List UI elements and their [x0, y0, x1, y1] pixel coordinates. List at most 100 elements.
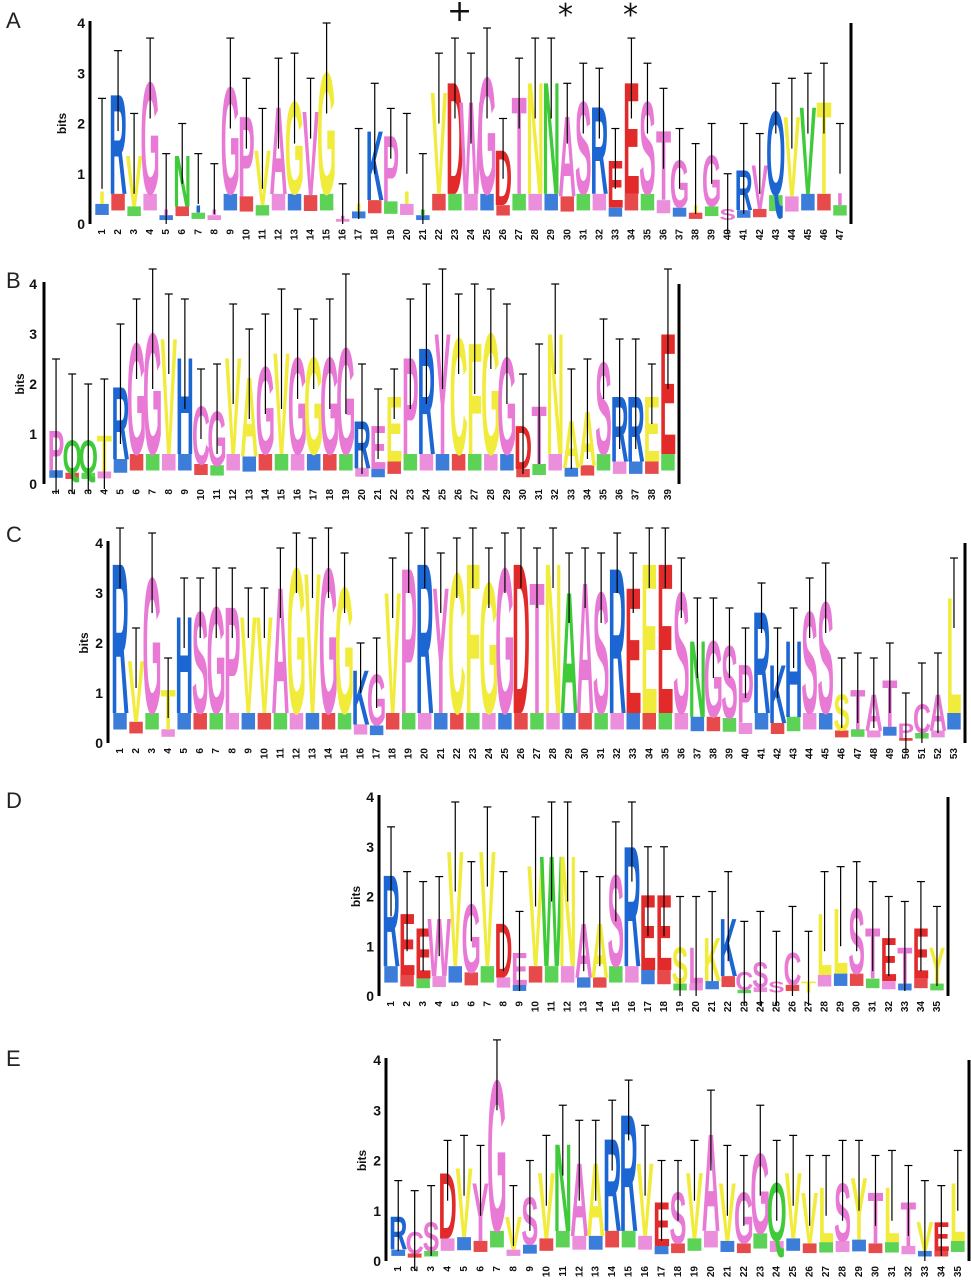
- position-label: 39: [707, 229, 718, 241]
- logo-minor-letter: [539, 1238, 554, 1251]
- position-label: 28: [548, 748, 559, 760]
- logo-letter: T: [512, 69, 527, 225]
- position-label: 12: [563, 1001, 574, 1013]
- logo-letter: D: [494, 135, 512, 223]
- position-label: 15: [276, 489, 287, 501]
- logo-minor-letter: [786, 716, 801, 732]
- logo-minor-letter: [290, 454, 305, 471]
- logo-minor-letter: [369, 725, 384, 736]
- position-label: 22: [452, 748, 463, 760]
- y-tick-label: 2: [29, 376, 37, 392]
- position-label: 11: [558, 1266, 569, 1277]
- position-label: 30: [562, 229, 573, 241]
- position-label: 5: [161, 229, 172, 235]
- logo-letter: A: [587, 1142, 605, 1259]
- y-tick-label: 2: [366, 889, 374, 905]
- logo-letter: G: [141, 50, 160, 229]
- position-label: 25: [482, 229, 493, 241]
- logo-minor-letter: [161, 729, 175, 737]
- position-label: 24: [755, 1001, 766, 1013]
- logo-minor-letter: [432, 976, 446, 988]
- logo-letter: G: [304, 330, 323, 485]
- position-label: 25: [500, 748, 511, 760]
- position-label: 8: [164, 489, 175, 495]
- position-label: 18: [388, 748, 399, 760]
- logo-minor-letter: [305, 713, 320, 730]
- logo-minor-letter: [578, 713, 592, 730]
- position-label: 12: [228, 489, 239, 501]
- position-label: 19: [404, 748, 415, 760]
- position-label: 13: [290, 229, 301, 241]
- logo-minor-letter: [852, 1239, 866, 1252]
- position-label: 27: [804, 1001, 815, 1013]
- position-label: 4: [434, 1001, 445, 1007]
- position-label: 34: [582, 489, 593, 501]
- position-label: 3: [426, 1266, 437, 1272]
- y-tick-label: 1: [366, 938, 374, 954]
- position-label: 20: [691, 1001, 702, 1013]
- position-label: 10: [531, 1001, 542, 1013]
- position-label: 49: [885, 748, 896, 760]
- position-label: 23: [405, 489, 416, 501]
- position-label: 10: [241, 229, 252, 241]
- logo-minor-letter: [736, 210, 751, 218]
- position-label: 32: [884, 1001, 895, 1013]
- y-tick-label: 1: [29, 426, 37, 442]
- position-label: 4: [145, 229, 156, 235]
- position-label: 21: [418, 229, 429, 241]
- logo-minor-letter: [769, 1240, 784, 1252]
- position-label: 41: [739, 229, 750, 241]
- position-label: 22: [723, 1001, 734, 1013]
- position-label: 13: [579, 1001, 590, 1013]
- position-label: 26: [516, 748, 527, 760]
- logo-letter: L: [946, 563, 961, 749]
- logo-letter: C: [448, 532, 466, 757]
- logo-minor-letter: [129, 454, 144, 471]
- position-label: 4: [443, 1266, 454, 1272]
- position-label: 10: [541, 1266, 552, 1278]
- position-label: 27: [532, 748, 543, 760]
- panel-label: E: [6, 1046, 21, 1071]
- position-label: 2: [410, 1266, 421, 1272]
- y-tick-label: 4: [95, 535, 103, 551]
- position-label: 13: [307, 748, 318, 760]
- logo-letter: P: [400, 526, 417, 758]
- logo-minor-letter: [610, 713, 624, 730]
- position-label: 29: [836, 1001, 847, 1013]
- position-label: 34: [916, 1001, 927, 1013]
- logo-letter: N: [688, 617, 706, 740]
- y-tick-label: 0: [366, 988, 374, 1004]
- position-label: 27: [470, 489, 481, 501]
- y-tick-label: 3: [95, 585, 103, 601]
- position-label: 53: [949, 748, 960, 760]
- position-label: 2: [131, 748, 142, 754]
- logo-minor-letter: [241, 713, 256, 730]
- position-label: 15: [624, 1266, 635, 1278]
- position-label: 29: [564, 748, 575, 760]
- position-label: 40: [723, 229, 734, 241]
- logo-minor-letter: [273, 713, 288, 730]
- logo-minor-letter: [371, 469, 385, 478]
- logo-minor-letter: [753, 208, 767, 218]
- logo-minor-letter: [473, 1240, 488, 1252]
- logo-minor-letter: [817, 193, 831, 211]
- logo-letter: G: [479, 545, 498, 754]
- logo-letter: V: [479, 818, 496, 1003]
- logo-minor-letter: [175, 206, 189, 217]
- logo-letter: R: [608, 526, 626, 758]
- position-label: 41: [757, 748, 768, 760]
- position-label: 45: [821, 748, 832, 760]
- asterisk-annotation: *: [558, 0, 573, 33]
- logo-letter: E: [623, 50, 640, 229]
- logo-minor-letter: [609, 966, 623, 983]
- logo-letter: A: [270, 81, 288, 221]
- logo-letter: G: [127, 311, 146, 488]
- logo-letter: V: [800, 81, 817, 221]
- logo-minor-letter: [490, 1230, 504, 1248]
- position-label: 43: [789, 748, 800, 760]
- position-label: 33: [920, 1266, 931, 1278]
- logo-minor-letter: [560, 966, 575, 983]
- logo-letter: N: [542, 50, 560, 229]
- logo-letter: V: [304, 532, 321, 757]
- logo-letter: D: [512, 519, 530, 759]
